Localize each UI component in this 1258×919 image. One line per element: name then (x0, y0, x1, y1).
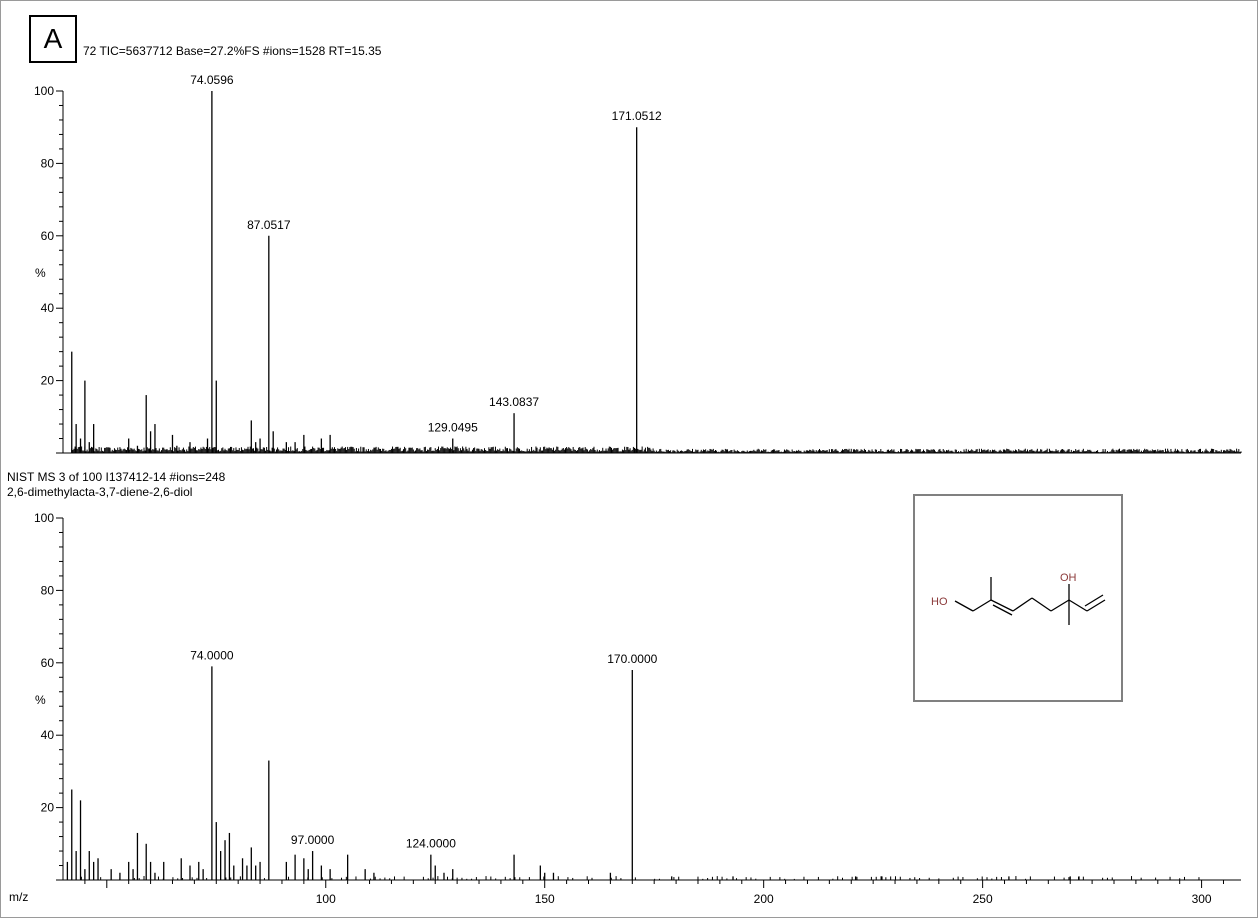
top-noise-peaks (71, 446, 1242, 453)
bottom-peak-labels: 74.0000 97.0000 124.0000 170.0000 (190, 648, 657, 850)
panel-letter: A (29, 15, 77, 63)
y-tick-label: 60 (41, 229, 55, 243)
peak-label: 97.0000 (291, 833, 335, 847)
x-tick-label: 200 (754, 892, 774, 906)
y-tick-label: 80 (41, 156, 55, 170)
bottom-spectrum-peaks (66, 666, 1080, 880)
top-y-axis-label: % (35, 266, 46, 280)
peak-label: 87.0517 (247, 218, 291, 232)
top-spectrum-peaks (71, 91, 638, 453)
structure-skeleton (954, 577, 1106, 625)
y-tick-label: 60 (41, 656, 55, 670)
bottom-y-ticks: 20 40 60 80 100 (34, 511, 63, 881)
x-tick-label: 100 (316, 892, 336, 906)
x-tick-label: 150 (535, 892, 555, 906)
x-ticks: 100 150 200 250 300 (84, 880, 1224, 906)
top-y-ticks: 20 40 60 80 100 (34, 84, 63, 454)
peak-label: 129.0495 (428, 421, 478, 435)
x-axis-label: m/z (9, 890, 28, 904)
y-tick-label: 100 (34, 84, 54, 98)
hydroxyl-label-right: OH (1060, 572, 1077, 584)
x-tick-label: 250 (973, 892, 993, 906)
compound-name: 2,6-dimethylacta-3,7-diene-2,6-diol (7, 485, 192, 499)
peak-label: 74.0596 (190, 73, 234, 87)
top-spectrum-header: 72 TIC=5637712 Base=27.2%FS #ions=1528 R… (83, 44, 382, 58)
peak-label: 124.0000 (406, 837, 456, 851)
peak-label: 74.0000 (190, 648, 234, 662)
hydroxyl-label-left: HO (931, 596, 948, 608)
x-tick-label: 300 (1192, 892, 1212, 906)
bottom-y-axis-label: % (35, 693, 46, 707)
y-tick-label: 100 (34, 511, 54, 525)
peak-label: 170.0000 (607, 652, 657, 666)
y-tick-label: 20 (41, 801, 55, 815)
y-tick-label: 80 (41, 583, 55, 597)
peak-label: 143.0837 (489, 395, 539, 409)
top-peak-labels: 74.0596 87.0517 129.0495 143.0837 171.0512 (190, 73, 662, 435)
y-tick-label: 20 (41, 374, 55, 388)
y-tick-label: 40 (41, 728, 55, 742)
structure-box (913, 494, 1123, 702)
bottom-spectrum-header: NIST MS 3 of 100 I137412-14 #ions=248 (7, 470, 226, 484)
peak-label: 171.0512 (612, 109, 662, 123)
y-tick-label: 40 (41, 301, 55, 315)
bottom-noise-peaks (80, 876, 1200, 880)
structure-inset: HO OH (913, 494, 1123, 702)
